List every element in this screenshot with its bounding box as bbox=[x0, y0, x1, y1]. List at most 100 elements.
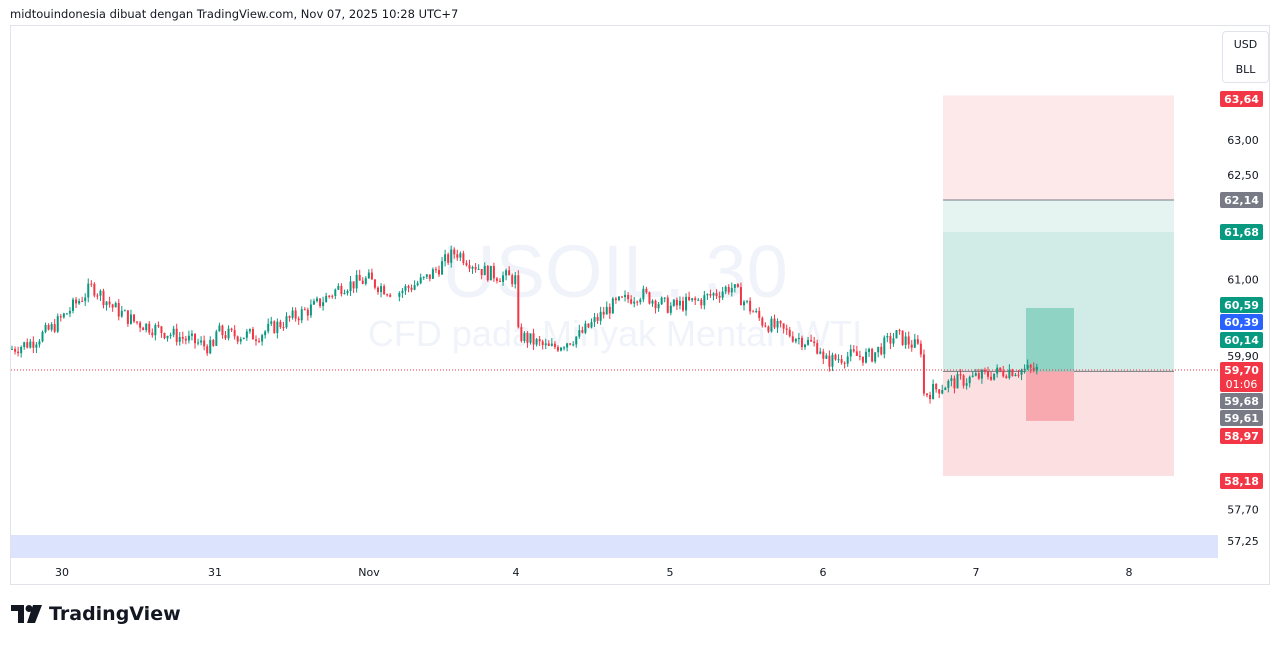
candle-body bbox=[68, 310, 71, 314]
candle-body bbox=[90, 283, 93, 285]
candle-body bbox=[849, 349, 852, 357]
candle-body bbox=[569, 343, 572, 345]
price-tag bbox=[1220, 410, 1263, 426]
candle-body bbox=[215, 331, 218, 346]
candle-body bbox=[383, 286, 386, 295]
candle-body bbox=[776, 320, 779, 328]
candle-body bbox=[407, 286, 410, 288]
price-tag bbox=[1220, 297, 1263, 313]
candle-body bbox=[657, 304, 660, 309]
candle-body bbox=[685, 296, 688, 311]
candle-body bbox=[617, 296, 620, 301]
candle-body bbox=[602, 311, 605, 315]
candle-body bbox=[233, 330, 236, 337]
candle-body bbox=[425, 274, 428, 277]
candle-body bbox=[907, 336, 910, 345]
candle-body bbox=[718, 296, 721, 298]
candle-body bbox=[117, 303, 120, 317]
candle-body bbox=[550, 343, 553, 346]
candle-body bbox=[306, 309, 309, 316]
candle-body bbox=[767, 326, 770, 332]
candle-body bbox=[349, 281, 352, 292]
candle-body bbox=[288, 316, 291, 318]
candle-body bbox=[953, 378, 956, 389]
y-tick-label: 62,50 bbox=[1227, 169, 1259, 182]
candle-body bbox=[422, 276, 425, 278]
tradingview-logo[interactable]: TradingView bbox=[11, 603, 181, 625]
candle-body bbox=[523, 332, 526, 341]
y-tick-label: 63,00 bbox=[1227, 134, 1259, 147]
candle-body bbox=[502, 275, 505, 282]
candle-body bbox=[62, 313, 65, 318]
candle-body bbox=[752, 311, 755, 313]
candle-body bbox=[160, 326, 163, 333]
candle-body bbox=[319, 298, 322, 307]
candle-body bbox=[370, 272, 373, 280]
candle-body bbox=[843, 362, 846, 364]
candle-body bbox=[651, 300, 654, 304]
candle-body bbox=[1002, 370, 1005, 377]
candle-body bbox=[303, 309, 306, 311]
candle-body bbox=[1035, 366, 1038, 371]
candle-body bbox=[53, 324, 56, 332]
currency-selector[interactable]: USD BLL bbox=[1222, 31, 1269, 83]
candle-body bbox=[251, 329, 254, 340]
candle-body bbox=[111, 304, 114, 308]
small-loss-zone bbox=[1026, 371, 1074, 421]
x-tick-label: 31 bbox=[208, 566, 222, 579]
candle-body bbox=[874, 352, 877, 362]
candle-body bbox=[194, 333, 196, 344]
candle-body bbox=[886, 336, 889, 338]
candle-body bbox=[264, 331, 267, 336]
candle-body bbox=[270, 321, 273, 324]
candle-body bbox=[572, 344, 575, 346]
price-tag bbox=[1220, 91, 1263, 107]
candle-body bbox=[739, 287, 742, 306]
currency-primary[interactable]: USD bbox=[1233, 38, 1258, 51]
candle-body bbox=[648, 292, 651, 304]
candle-body bbox=[660, 297, 663, 305]
candle-body bbox=[44, 325, 47, 332]
candle-body bbox=[944, 387, 947, 391]
candle-body bbox=[758, 310, 761, 318]
candle-body bbox=[837, 359, 840, 361]
candle-body bbox=[14, 348, 17, 352]
candle-body bbox=[184, 338, 187, 341]
candle-body bbox=[78, 300, 81, 304]
candle-body bbox=[865, 351, 867, 363]
candle-body bbox=[547, 343, 550, 346]
candle-body bbox=[35, 344, 38, 348]
candle-body bbox=[990, 376, 993, 380]
candle-body bbox=[773, 318, 776, 328]
candle-body bbox=[746, 300, 749, 302]
candle-body bbox=[508, 270, 511, 276]
candle-body bbox=[169, 334, 172, 336]
candle-body bbox=[892, 338, 895, 344]
candle-body bbox=[29, 341, 32, 348]
candle-body bbox=[669, 305, 672, 313]
candle-body bbox=[309, 304, 312, 316]
candle-body bbox=[532, 333, 535, 345]
candle-body bbox=[959, 374, 962, 376]
price-tag bbox=[1220, 224, 1263, 240]
candle-body bbox=[987, 371, 989, 377]
candle-body bbox=[968, 376, 971, 384]
candle-body bbox=[755, 310, 758, 312]
candle-body bbox=[398, 292, 401, 297]
candle-body bbox=[553, 343, 556, 348]
currency-secondary[interactable]: BLL bbox=[1235, 63, 1256, 76]
candle-body bbox=[181, 337, 184, 339]
candle-body bbox=[575, 336, 578, 345]
price-tag-label: 58,97 bbox=[1224, 430, 1259, 443]
candle-body bbox=[84, 297, 87, 302]
chart-pane[interactable] bbox=[10, 25, 1270, 585]
candle-body bbox=[706, 294, 709, 296]
y-tick-label: 57,70 bbox=[1227, 503, 1259, 516]
candle-body bbox=[877, 346, 880, 353]
candle-body bbox=[898, 330, 901, 332]
candle-body bbox=[654, 300, 657, 309]
candle-body bbox=[630, 299, 633, 304]
candle-body bbox=[691, 298, 694, 301]
candle-body bbox=[599, 311, 602, 321]
